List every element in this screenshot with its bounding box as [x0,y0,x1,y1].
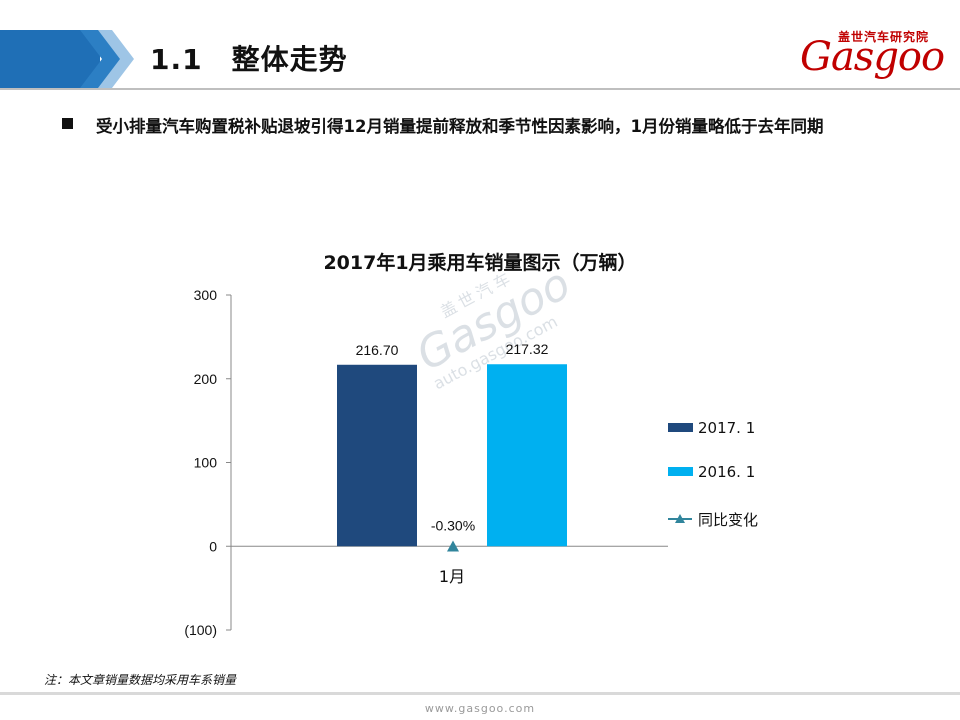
footer-url: www.gasgoo.com [424,702,536,715]
legend-label: 2016. 1 [698,463,755,481]
y-tick-label: 200 [194,371,218,387]
legend-label: 同比变化 [698,511,758,529]
legend-label: 2017. 1 [698,419,755,437]
header-band [0,30,100,88]
bullet-text: 受小排量汽车购置税补贴退坡引得12月销量提前释放和季节性因素影响，1月份销量略低… [96,117,824,136]
x-category-label: 1月 [439,567,465,586]
header-chevron-icon [80,30,134,88]
legend-swatch [668,423,693,432]
gasgoo-logo: Gasgoo [800,34,945,80]
legend-swatch [668,467,693,476]
y-tick-label: 0 [209,538,217,554]
footnote: 注：本文章销量数据均采用车系销量 [44,673,237,687]
bar-2016 [487,364,567,547]
bullet-square-icon [62,118,73,129]
bar-2017 [337,364,417,547]
data-label: -0.30% [431,518,475,534]
y-tick-label: 300 [194,287,218,303]
page-title: 1.1 整体走势 [150,43,348,76]
data-label: 217.32 [506,341,549,357]
y-tick-label: (100) [184,622,217,638]
data-label: 216.70 [356,342,399,358]
footer-divider [0,692,960,695]
y-tick-label: 100 [194,455,218,471]
logo-cn: 盖世汽车研究院 [838,30,930,44]
chart-title: 2017年1月乘用车销量图示（万辆） [323,252,637,274]
yoy-marker [447,540,459,552]
header-divider [0,88,960,90]
legend-triangle-icon [675,514,685,523]
